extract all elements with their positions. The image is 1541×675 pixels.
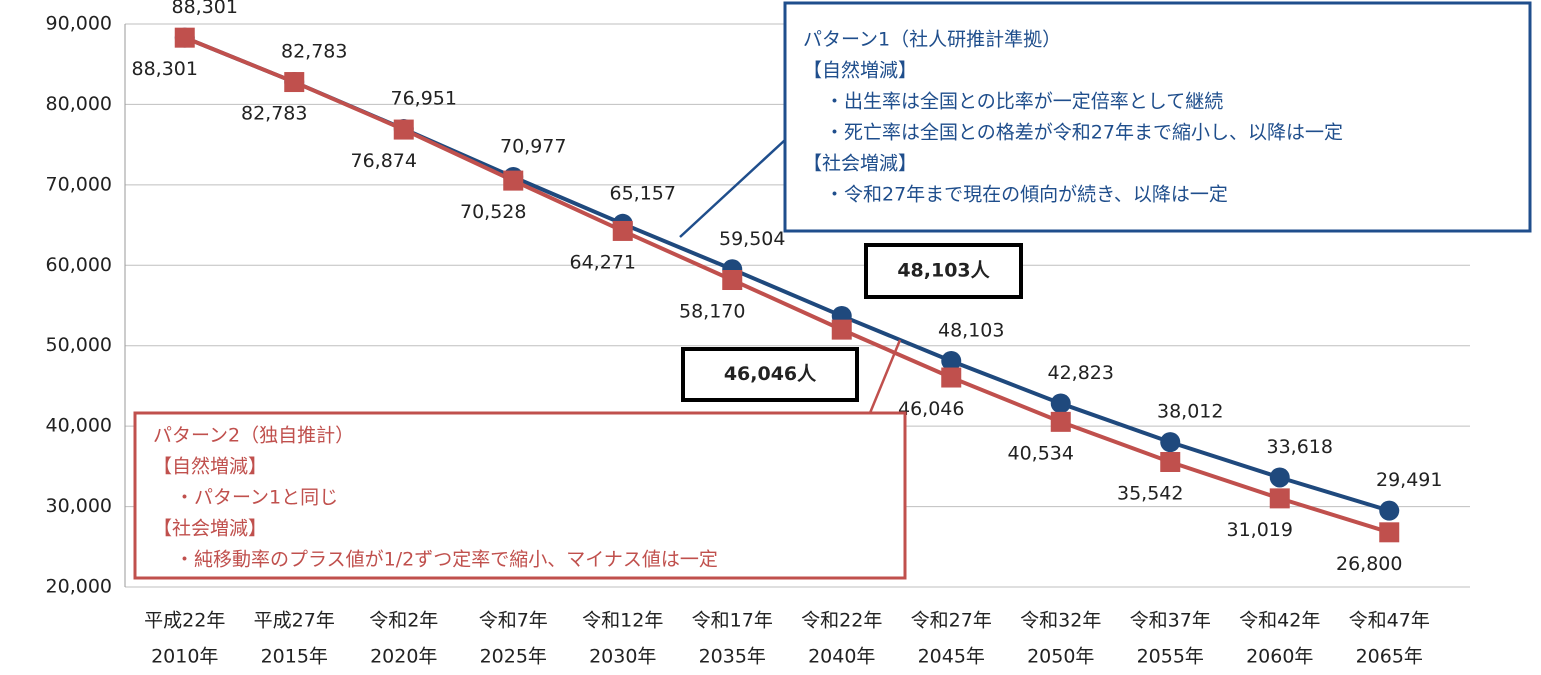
callout-text: ・出生率は全国との比率が一定倍率として継続 — [825, 91, 1223, 113]
callout-pointer — [868, 339, 902, 414]
callout-text: パターン2（独自推計） — [153, 425, 354, 447]
x-tick-label: 2035年 — [699, 646, 766, 668]
y-tick-label: 70,000 — [46, 173, 112, 195]
callout-text: ・純移動率のプラス値が1/2ずつ定率で縮小、マイナス値は一定 — [175, 549, 718, 571]
data-label: 58,170 — [679, 301, 745, 323]
x-tick-label: 令和2年 — [369, 610, 438, 632]
marker — [1269, 467, 1290, 488]
x-tick-label: 令和32年 — [1020, 610, 1101, 632]
callout-text: ・令和27年まで現在の傾向が続き、以降は一定 — [825, 184, 1228, 206]
callout-text: ・パターン1と同じ — [175, 487, 338, 509]
data-label: 38,012 — [1157, 401, 1223, 423]
x-tick-label: 2055年 — [1137, 646, 1204, 668]
y-tick-label: 20,000 — [46, 576, 112, 598]
callout-text: ・死亡率は全国との格差が令和27年まで縮小し、以降は一定 — [825, 122, 1343, 144]
callout-box — [783, 1, 1532, 233]
x-tick-label: 2010年 — [151, 646, 218, 668]
data-label: 31,019 — [1227, 519, 1293, 541]
marker — [393, 119, 414, 140]
marker — [1050, 393, 1071, 414]
y-tick-label: 30,000 — [46, 495, 112, 517]
data-label: 70,528 — [460, 201, 526, 223]
data-label: 33,618 — [1267, 436, 1333, 458]
marker — [1050, 411, 1071, 432]
marker — [174, 27, 195, 48]
data-label: 42,823 — [1048, 362, 1114, 384]
callout-text: 【社会増減】 — [153, 518, 267, 540]
marker — [503, 170, 524, 191]
highlight-box — [864, 243, 1023, 299]
data-label: 29,491 — [1376, 469, 1442, 491]
x-tick-label: 平成27年 — [254, 610, 335, 632]
highlight-text: 48,103人 — [897, 260, 990, 282]
data-label: 65,157 — [610, 182, 676, 204]
marker — [612, 220, 633, 241]
marker — [1269, 488, 1290, 509]
callout-text: 【自然増減】 — [803, 60, 917, 82]
x-tick-label: 令和12年 — [582, 610, 663, 632]
data-label: 48,103 — [938, 319, 1004, 341]
x-tick-label: 2060年 — [1246, 646, 1313, 668]
callout-box — [133, 411, 907, 580]
data-label: 82,783 — [281, 41, 347, 63]
y-tick-label: 80,000 — [46, 93, 112, 115]
data-label: 59,504 — [719, 228, 785, 250]
marker — [1160, 451, 1181, 472]
x-tick-label: 2020年 — [370, 646, 437, 668]
highlight-text: 46,046人 — [724, 363, 817, 385]
data-label: 35,542 — [1117, 482, 1183, 504]
x-tick-label: 2045年 — [918, 646, 985, 668]
x-tick-label: 令和22年 — [801, 610, 882, 632]
data-label: 82,783 — [241, 103, 307, 125]
data-label: 76,874 — [351, 150, 417, 172]
data-label: 88,301 — [132, 58, 198, 80]
x-tick-label: 平成22年 — [144, 610, 225, 632]
data-label: 88,301 — [172, 0, 238, 18]
marker — [831, 319, 852, 340]
callout-text: 【社会増減】 — [803, 153, 917, 175]
data-label: 40,534 — [1008, 442, 1074, 464]
marker — [941, 350, 962, 371]
x-tick-label: 令和17年 — [692, 610, 773, 632]
marker — [284, 72, 305, 93]
series-line — [183, 35, 1390, 535]
callout-pointer — [679, 139, 786, 238]
marker — [1379, 522, 1400, 543]
x-tick-label: 令和42年 — [1239, 610, 1320, 632]
x-tick-label: 令和47年 — [1349, 610, 1430, 632]
data-label: 76,951 — [391, 87, 457, 109]
x-tick-label: 2015年 — [261, 646, 328, 668]
x-tick-label: 2065年 — [1356, 646, 1423, 668]
y-tick-label: 90,000 — [46, 13, 112, 35]
marker — [722, 270, 743, 291]
x-tick-label: 2025年 — [480, 646, 547, 668]
x-tick-label: 令和37年 — [1130, 610, 1211, 632]
marker — [1379, 500, 1400, 521]
callout-text: パターン1（社人研推計準拠） — [803, 29, 1061, 51]
data-label: 70,977 — [500, 135, 566, 157]
y-tick-label: 40,000 — [46, 415, 112, 437]
x-tick-label: 2030年 — [589, 646, 656, 668]
marker — [1160, 432, 1181, 453]
data-label: 46,046 — [898, 398, 964, 420]
x-tick-label: 令和27年 — [911, 610, 992, 632]
x-tick-label: 2040年 — [808, 646, 875, 668]
y-tick-label: 60,000 — [46, 254, 112, 276]
x-tick-label: 令和7年 — [479, 610, 548, 632]
y-tick-label: 50,000 — [46, 334, 112, 356]
x-tick-label: 2050年 — [1027, 646, 1094, 668]
marker — [941, 367, 962, 388]
callout-text: 【自然増減】 — [153, 456, 267, 478]
data-label: 64,271 — [570, 251, 636, 273]
data-label: 26,800 — [1336, 553, 1402, 575]
highlight-box — [681, 347, 859, 402]
